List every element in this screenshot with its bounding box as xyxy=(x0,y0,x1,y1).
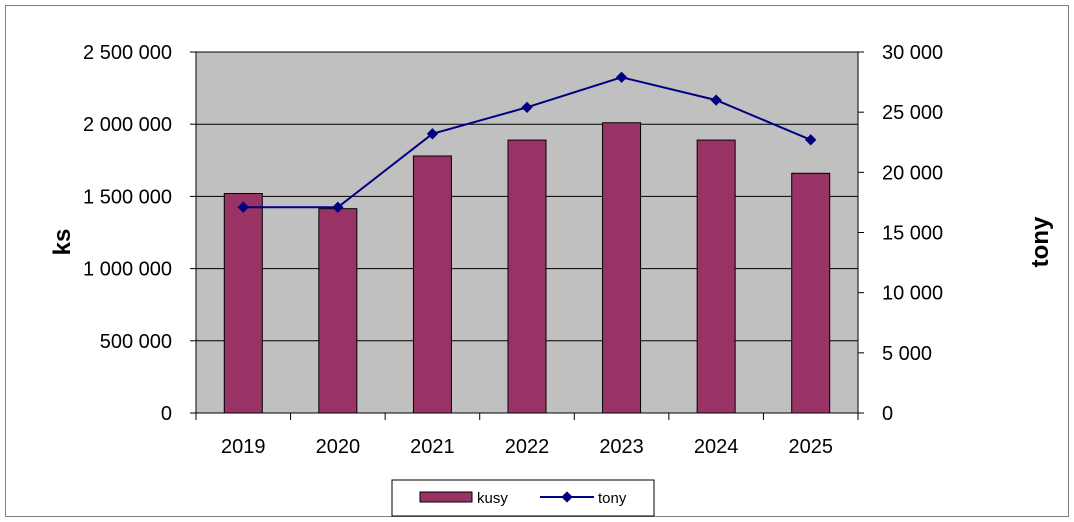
y2-tick-label: 20 000 xyxy=(882,162,943,184)
legend-tony-marker xyxy=(561,491,573,503)
bar xyxy=(602,122,642,414)
axes: 0 500 000 1 000 000 1 500 000 2 000 000 2 500… xyxy=(83,42,943,458)
y2-tick-label: 15 000 xyxy=(882,223,943,245)
y2-tick-label: 25 000 xyxy=(882,102,943,124)
y2-tick-label: 10 000 xyxy=(882,283,943,305)
line-point xyxy=(426,128,439,140)
bar xyxy=(318,208,358,414)
bar xyxy=(412,155,452,414)
bar xyxy=(507,139,547,414)
y-tick-label: 1 000 000 xyxy=(83,259,172,281)
x-tick-label: 2023 xyxy=(599,436,644,458)
legend-kusy-label: kusy xyxy=(477,490,508,507)
x-tick-label: 2019 xyxy=(221,436,266,458)
y2-axis-title: tony xyxy=(1027,216,1054,267)
y2-tick-label: 5 000 xyxy=(882,343,932,365)
y-tick-label: 1 500 000 xyxy=(83,186,172,208)
x-tick-label: 2024 xyxy=(694,436,739,458)
y-tick-label: 500 000 xyxy=(100,331,172,353)
x-tick-label: 2021 xyxy=(410,436,455,458)
x-tick-label: 2020 xyxy=(316,436,361,458)
bar xyxy=(696,139,736,414)
legend-tony-label: tony xyxy=(598,490,627,507)
x-tick-label: 2025 xyxy=(788,436,833,458)
y-axis-title: ks xyxy=(49,229,76,256)
legend: kusy tony xyxy=(391,479,655,517)
y2-tick-label: 0 xyxy=(882,403,893,425)
y2-tick-label: 30 000 xyxy=(882,42,943,64)
bar xyxy=(223,193,263,414)
line-point xyxy=(332,201,344,213)
line-series xyxy=(237,71,817,213)
bar-series xyxy=(223,122,831,414)
legend-kusy-swatch xyxy=(419,491,473,503)
y-tick-label: 0 xyxy=(161,403,172,425)
y-tick-label: 2 500 000 xyxy=(83,42,172,64)
x-tick-label: 2022 xyxy=(505,436,550,458)
bar xyxy=(791,172,831,414)
line-point xyxy=(805,134,817,146)
y-tick-label: 2 000 000 xyxy=(83,114,172,136)
line-point xyxy=(237,201,249,213)
